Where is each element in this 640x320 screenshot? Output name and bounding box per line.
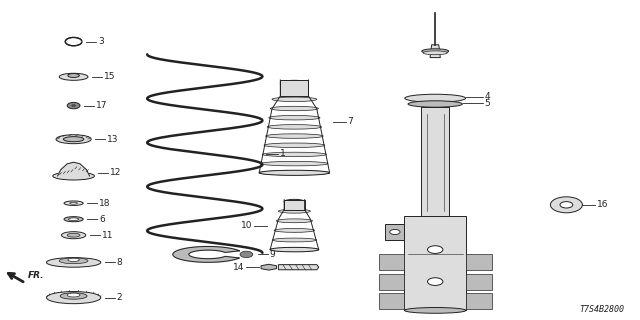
Ellipse shape	[422, 49, 449, 53]
Ellipse shape	[272, 238, 317, 242]
Ellipse shape	[404, 308, 466, 313]
Text: 5: 5	[484, 99, 490, 108]
Circle shape	[390, 229, 400, 235]
Polygon shape	[430, 45, 440, 58]
Text: 10: 10	[241, 221, 252, 230]
Ellipse shape	[271, 106, 319, 111]
Text: 15: 15	[104, 72, 115, 81]
Ellipse shape	[264, 143, 325, 148]
Ellipse shape	[68, 74, 79, 77]
Text: 16: 16	[597, 200, 609, 209]
Ellipse shape	[270, 247, 319, 252]
Ellipse shape	[270, 248, 319, 252]
Ellipse shape	[60, 258, 88, 264]
Polygon shape	[284, 200, 305, 210]
Text: 7: 7	[348, 117, 353, 126]
Ellipse shape	[423, 51, 447, 55]
Ellipse shape	[60, 73, 88, 80]
Ellipse shape	[259, 170, 330, 175]
Circle shape	[72, 105, 76, 107]
Circle shape	[428, 278, 443, 285]
Ellipse shape	[259, 171, 330, 175]
Text: T7S4B2800: T7S4B2800	[579, 305, 624, 314]
Ellipse shape	[280, 80, 308, 86]
Ellipse shape	[67, 233, 80, 237]
Ellipse shape	[63, 137, 84, 142]
Ellipse shape	[68, 258, 79, 261]
Ellipse shape	[47, 258, 101, 267]
Text: 2: 2	[116, 293, 122, 302]
Text: 14: 14	[233, 263, 244, 272]
Ellipse shape	[60, 293, 87, 299]
Text: 17: 17	[96, 101, 108, 110]
Polygon shape	[278, 265, 319, 270]
Text: 18: 18	[99, 199, 111, 208]
Polygon shape	[385, 224, 404, 240]
Circle shape	[240, 251, 253, 258]
Polygon shape	[466, 254, 492, 270]
Ellipse shape	[405, 94, 466, 102]
Circle shape	[560, 202, 573, 208]
Ellipse shape	[284, 199, 305, 204]
Ellipse shape	[68, 218, 79, 220]
Polygon shape	[379, 274, 404, 290]
Text: 9: 9	[269, 250, 275, 259]
Polygon shape	[404, 216, 466, 310]
Circle shape	[67, 102, 80, 109]
Ellipse shape	[261, 161, 328, 166]
Polygon shape	[280, 80, 308, 96]
Polygon shape	[466, 293, 492, 309]
Ellipse shape	[278, 209, 310, 213]
Text: 3: 3	[98, 37, 104, 46]
Ellipse shape	[276, 219, 312, 223]
Text: 12: 12	[110, 168, 122, 177]
Ellipse shape	[408, 101, 463, 107]
Ellipse shape	[67, 293, 80, 297]
Ellipse shape	[266, 134, 323, 138]
Polygon shape	[421, 107, 449, 218]
Circle shape	[550, 197, 582, 213]
Text: 6: 6	[99, 215, 105, 224]
Text: 13: 13	[107, 135, 118, 144]
Ellipse shape	[61, 232, 86, 239]
Ellipse shape	[269, 116, 320, 120]
Circle shape	[428, 246, 443, 253]
Text: 11: 11	[102, 231, 113, 240]
Ellipse shape	[64, 201, 83, 205]
Polygon shape	[58, 162, 90, 176]
Polygon shape	[379, 293, 404, 309]
Polygon shape	[173, 246, 239, 262]
Ellipse shape	[47, 292, 101, 304]
Polygon shape	[261, 264, 276, 270]
Polygon shape	[379, 254, 404, 270]
Text: 1: 1	[280, 149, 286, 158]
Text: FR.: FR.	[28, 271, 44, 280]
Ellipse shape	[262, 152, 326, 157]
Ellipse shape	[64, 217, 83, 222]
Ellipse shape	[268, 124, 322, 129]
Polygon shape	[466, 274, 492, 290]
Ellipse shape	[56, 135, 92, 144]
Ellipse shape	[275, 228, 315, 232]
Ellipse shape	[67, 169, 80, 173]
Text: 8: 8	[116, 258, 122, 267]
Ellipse shape	[53, 172, 95, 180]
Ellipse shape	[272, 97, 317, 101]
Ellipse shape	[70, 202, 77, 204]
Text: 4: 4	[484, 92, 490, 101]
